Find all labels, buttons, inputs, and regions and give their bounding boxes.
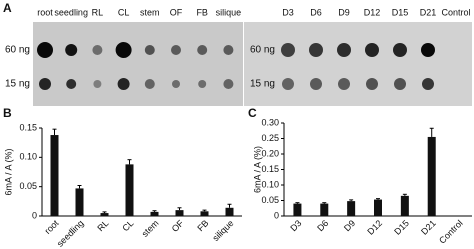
blot-dot bbox=[394, 78, 406, 90]
blot-dot bbox=[281, 43, 295, 57]
blot-membrane bbox=[33, 22, 243, 106]
blot-row-label: 15 ng bbox=[250, 79, 275, 90]
x-tick-label: root bbox=[43, 218, 61, 236]
y-tick-label: 0.05 bbox=[19, 181, 37, 191]
bar bbox=[320, 203, 329, 216]
blot-column-label: D12 bbox=[364, 7, 381, 17]
blot-column-label: D9 bbox=[338, 7, 350, 17]
blot-row-label: 15 ng bbox=[5, 79, 30, 90]
blot-dot bbox=[39, 78, 51, 90]
blot-dot bbox=[223, 79, 234, 89]
y-tick-label: 0.30 bbox=[261, 117, 279, 127]
blot-dot bbox=[422, 78, 434, 90]
blot-column-label: silique bbox=[216, 7, 242, 17]
blot-dot bbox=[93, 80, 102, 88]
blot-dot bbox=[65, 44, 78, 56]
blot-dot bbox=[171, 45, 181, 55]
blot-column-label: root bbox=[37, 7, 53, 17]
blot-dot bbox=[144, 45, 155, 55]
blot-row-label: 60 ng bbox=[250, 45, 275, 56]
panel-label: A bbox=[3, 1, 12, 15]
y-axis-title: 6mA / A (%) bbox=[252, 146, 262, 193]
x-tick-label: D21 bbox=[419, 218, 438, 237]
blot-column-label: Control bbox=[441, 7, 470, 17]
blot-dot bbox=[393, 43, 407, 57]
x-tick-label: OF bbox=[170, 218, 186, 234]
bar bbox=[427, 136, 436, 216]
bar bbox=[100, 213, 109, 216]
x-tick-label: seedling bbox=[55, 218, 86, 249]
x-tick-label: D3 bbox=[288, 218, 303, 233]
blot-dot bbox=[366, 78, 378, 90]
y-tick-label: 0.05 bbox=[261, 195, 279, 205]
bar bbox=[125, 164, 134, 216]
blot-dot bbox=[37, 42, 53, 58]
y-axis-title: 6mA / A (%) bbox=[3, 148, 13, 195]
blot-column-label: seedling bbox=[54, 7, 88, 17]
x-tick-label: Control bbox=[437, 218, 465, 246]
y-tick-label: 0.10 bbox=[261, 179, 279, 189]
x-tick-label: RL bbox=[95, 218, 110, 233]
blot-column-label: stem bbox=[140, 7, 160, 17]
blot-membrane bbox=[244, 22, 472, 106]
blot-dot bbox=[92, 45, 103, 55]
panel-label: C bbox=[248, 106, 257, 120]
x-tick-label: silique bbox=[210, 218, 235, 243]
blot-column-label: D3 bbox=[282, 7, 294, 17]
bar bbox=[374, 199, 382, 216]
bar bbox=[347, 201, 356, 216]
blot-dot bbox=[337, 43, 351, 57]
blot-dot bbox=[66, 79, 77, 89]
x-tick-label: CL bbox=[120, 218, 135, 233]
bar bbox=[200, 211, 209, 216]
blot-dot bbox=[117, 78, 130, 90]
blot-dot bbox=[421, 43, 435, 57]
bar bbox=[50, 135, 59, 216]
blot-dot bbox=[198, 80, 207, 88]
y-tick-label: 0.25 bbox=[261, 133, 279, 143]
blot-dot bbox=[282, 78, 294, 90]
blot-dot bbox=[197, 45, 208, 55]
y-tick-label: 0 bbox=[32, 210, 37, 220]
y-tick-label: 0 bbox=[274, 210, 279, 220]
bar bbox=[293, 203, 302, 216]
y-tick-label: 0.10 bbox=[19, 152, 37, 162]
bar bbox=[75, 188, 84, 216]
blot-column-label: RL bbox=[92, 7, 104, 17]
panel-label: B bbox=[3, 106, 12, 120]
blot-dot bbox=[172, 80, 180, 88]
blot-column-label: D21 bbox=[420, 7, 437, 17]
x-tick-label: FB bbox=[195, 218, 210, 233]
blot-dot bbox=[115, 42, 132, 58]
x-tick-label: stem bbox=[140, 218, 161, 239]
y-tick-label: 0.15 bbox=[19, 122, 37, 132]
blot-dot bbox=[144, 79, 155, 89]
blot-column-label: OF bbox=[170, 7, 183, 17]
blot-dot bbox=[338, 78, 350, 90]
blot-dot bbox=[223, 45, 234, 55]
x-tick-label: D12 bbox=[365, 218, 384, 237]
blot-dot bbox=[365, 43, 379, 57]
blot-column-label: FB bbox=[196, 7, 208, 17]
bar bbox=[150, 211, 159, 216]
y-tick-label: 0.15 bbox=[261, 164, 279, 174]
blot-column-label: CL bbox=[118, 7, 130, 17]
bar bbox=[175, 210, 184, 216]
x-tick-label: D15 bbox=[392, 218, 411, 237]
blot-dot bbox=[309, 43, 323, 57]
x-tick-label: D9 bbox=[342, 218, 357, 233]
x-tick-label: D6 bbox=[315, 218, 330, 233]
blot-column-label: D6 bbox=[310, 7, 322, 17]
blot-column-label: D15 bbox=[392, 7, 409, 17]
y-tick-label: 0.20 bbox=[261, 148, 279, 158]
bar bbox=[225, 207, 234, 216]
blot-row-label: 60 ng bbox=[5, 45, 30, 56]
bar bbox=[400, 195, 409, 216]
blot-dot bbox=[310, 78, 322, 90]
